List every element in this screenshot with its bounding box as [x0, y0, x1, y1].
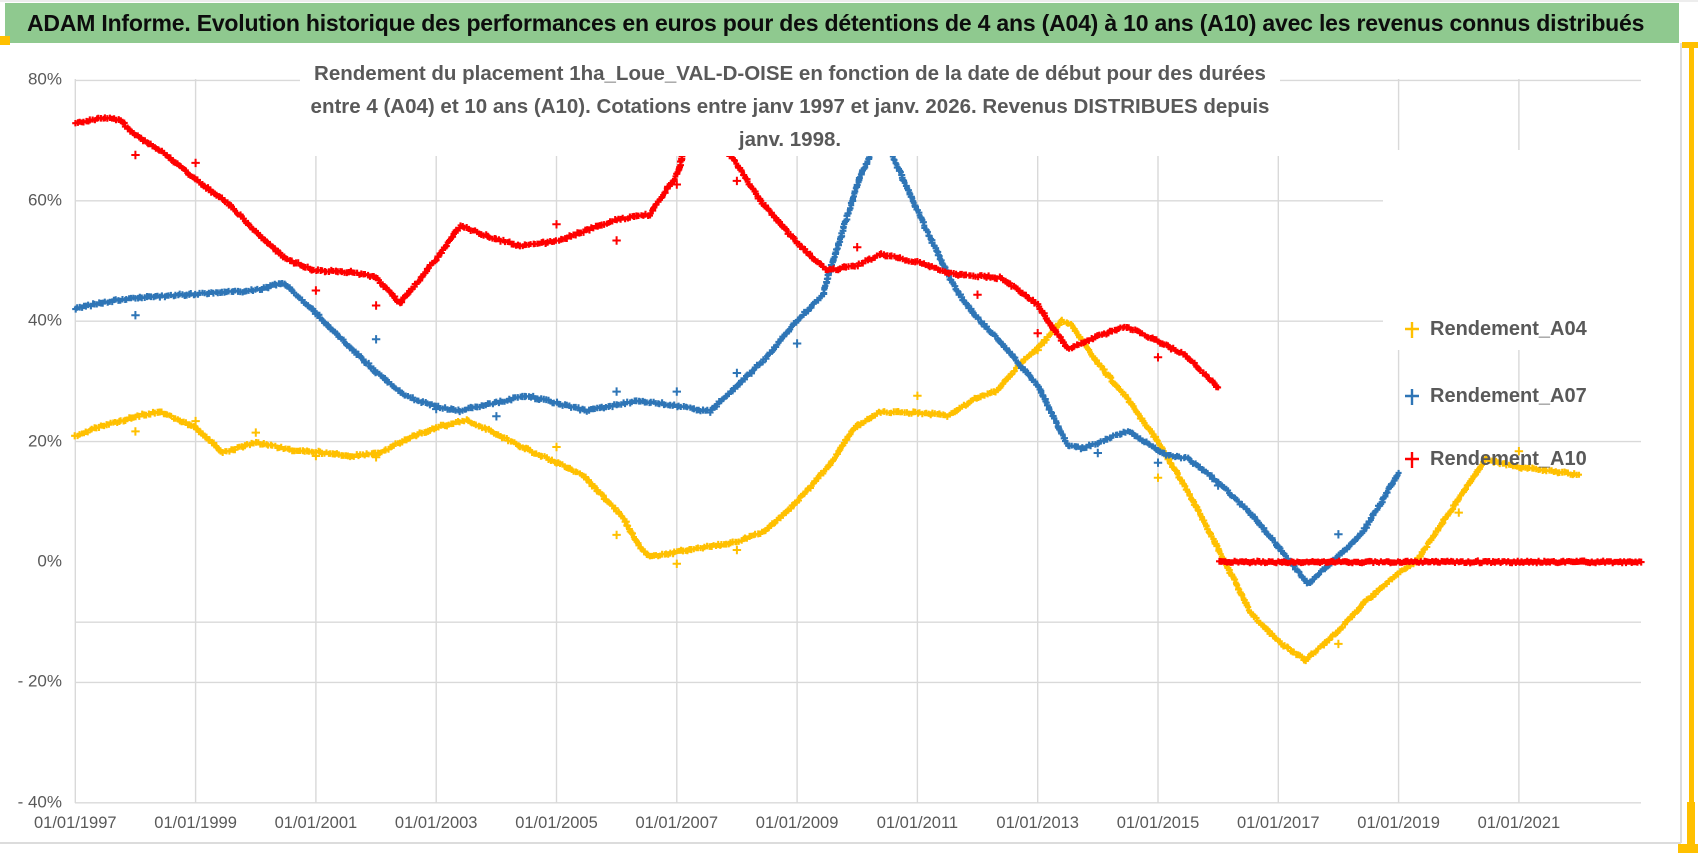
x-axis-label: 01/01/2009 [755, 814, 839, 832]
y-axis-label: 20% [27, 431, 62, 451]
x-axis-label: 01/01/2007 [635, 814, 719, 832]
plus-marker-icon [1405, 321, 1419, 338]
plus-marker-icon [1405, 451, 1419, 468]
header-title: ADAM Informe. Evolution historique des p… [27, 10, 1645, 36]
x-axis-label: 01/01/2015 [1116, 814, 1200, 832]
chart-title: Rendement du placement 1ha_Loue_VAL-D-OI… [300, 57, 1280, 156]
legend-label: Rendement_A07 [1430, 385, 1587, 407]
legend-item-rendement-a04[interactable]: Rendement_A04 [1403, 318, 1587, 341]
outlier-markers-rendement_a04 [131, 345, 1524, 649]
x-axis-label: 01/01/2003 [394, 814, 478, 832]
legend-item-rendement-a07[interactable]: Rendement_A07 [1403, 385, 1587, 408]
y-axis-label: 0% [37, 551, 62, 571]
yellow-border-corner-h [1678, 844, 1698, 853]
yellow-border-top-tab [1682, 42, 1698, 48]
outlier-markers-rendement_a10 [131, 150, 1163, 362]
y-axis-label: 60% [27, 190, 62, 210]
y-axis-label: - 20% [17, 671, 62, 691]
yellow-border-corner-v [1687, 802, 1695, 847]
x-axis-label: 01/01/2005 [515, 814, 598, 832]
plus-marker-icon [1405, 388, 1419, 405]
x-axis-label: 01/01/2013 [996, 814, 1079, 832]
yellow-corner-left-icon [0, 36, 10, 45]
top-border [0, 0, 1698, 2]
x-axis-label: 01/01/2001 [274, 814, 358, 832]
legend-label: Rendement_A04 [1430, 318, 1587, 340]
series-rendement_a10 [72, 114, 1645, 567]
x-axis-label: 01/01/2017 [1237, 814, 1320, 832]
outlier-markers-rendement_a07 [131, 311, 1343, 552]
legend-item-rendement-a10[interactable]: Rendement_A10 [1403, 448, 1587, 471]
chart-title-line2: entre 4 (A04) et 10 ans (A10). Cotations… [310, 95, 1270, 151]
x-axis-label: 01/01/1997 [34, 814, 117, 832]
series-rendement_a04 [71, 316, 1582, 665]
window-bottom-line [0, 842, 1681, 844]
chart-legend: Rendement_A04 Rendement_A07 Rendement_A1… [1383, 150, 1641, 470]
x-axis-label: 01/01/2011 [876, 814, 959, 832]
x-axis-label: 01/01/2019 [1357, 814, 1440, 832]
yellow-border-right-strip [1689, 46, 1694, 806]
y-axis-label: - 40% [17, 792, 62, 812]
legend-label: Rendement_A10 [1430, 448, 1587, 470]
header-bar: ADAM Informe. Evolution historique des p… [5, 3, 1679, 43]
chart-title-line1: Rendement du placement 1ha_Loue_VAL-D-OI… [314, 62, 1266, 85]
window-edge-line [1680, 43, 1682, 843]
x-axis-label: 01/01/2021 [1477, 814, 1561, 832]
y-axis-label: 80% [27, 69, 62, 89]
y-axis-label: 40% [27, 310, 62, 330]
x-axis-label: 01/01/1999 [154, 814, 237, 832]
